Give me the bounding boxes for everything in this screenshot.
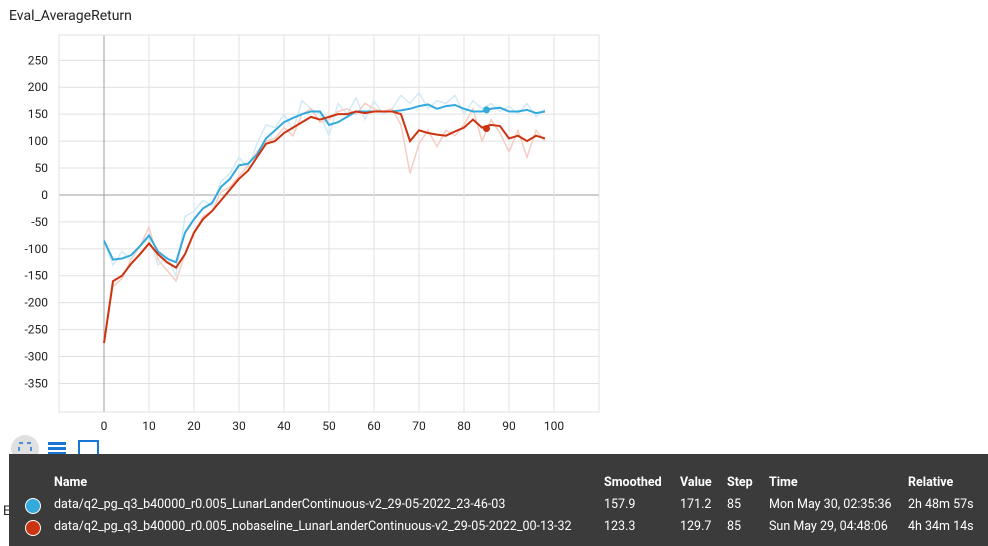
cell: 85: [727, 519, 742, 534]
y-tick-label: -350: [24, 376, 48, 390]
x-tick-label: 60: [367, 419, 381, 433]
chart-title: Eval_AverageReturn: [9, 8, 132, 24]
y-tick-label: 100: [28, 134, 48, 148]
x-tick-label: 30: [232, 419, 246, 433]
y-tick-label: 250: [28, 53, 48, 67]
run-color: [25, 520, 41, 536]
y-tick-label: -100: [24, 242, 48, 256]
log-scale-button[interactable]: [48, 442, 66, 455]
y-tick-label: -250: [24, 323, 48, 337]
column-header: Name: [54, 475, 88, 490]
cell: data/q2_pg_q3_b40000_r0.005_LunarLanderC…: [54, 497, 506, 512]
x-tick-label: 90: [502, 419, 516, 433]
fullscreen-icon: [18, 442, 32, 456]
y-tick-label: -150: [24, 269, 48, 283]
x-tick-label: 40: [277, 419, 291, 433]
y-tick-label: -300: [24, 350, 48, 364]
column-header: Time: [769, 475, 798, 490]
x-tick-label: 100: [544, 419, 564, 433]
y-tick-label: 50: [35, 161, 49, 175]
cell: 4h 34m 14s: [908, 519, 974, 534]
plot: [58, 34, 600, 413]
x-tick-label: 0: [101, 419, 108, 433]
tooltip: Name Smoothed Value Step Time Relative data/q2…: [9, 454, 988, 546]
cell: 85: [727, 497, 742, 512]
cell: 157.9: [604, 497, 636, 512]
x-tick-label: 20: [187, 419, 201, 433]
x-tick-label: 10: [142, 419, 156, 433]
hover-point: [483, 106, 490, 114]
column-header: Relative: [908, 475, 954, 490]
column-header: Smoothed: [604, 475, 662, 490]
series-line: [103, 110, 546, 344]
x-tick-label: 70: [412, 419, 426, 433]
cell: data/q2_pg_q3_b40000_r0.005_nobaseline_L…: [54, 519, 572, 534]
column-header: Value: [680, 475, 712, 490]
cell: 129.7: [680, 519, 712, 534]
y-tick-label: -200: [24, 296, 48, 310]
y-tick-label: -50: [31, 215, 48, 229]
series-line: [103, 102, 546, 344]
column-header: Step: [727, 475, 753, 490]
plot-frame: [58, 34, 600, 413]
x-tick-label: 80: [457, 419, 471, 433]
x-tick-label: 50: [322, 419, 336, 433]
cell: Sun May 29, 04:48:06: [769, 519, 888, 534]
y-tick-label: 150: [28, 107, 48, 121]
cell: 123.3: [604, 519, 636, 534]
y-tick-label: 0: [41, 188, 48, 202]
hover-point: [483, 125, 490, 133]
cell: 2h 48m 57s: [908, 497, 974, 512]
y-tick-label: 200: [28, 80, 48, 94]
cell: Mon May 30, 02:35:36: [769, 497, 892, 512]
run-color: [25, 498, 41, 514]
series-line: [103, 91, 546, 279]
cell: 171.2: [680, 497, 712, 512]
